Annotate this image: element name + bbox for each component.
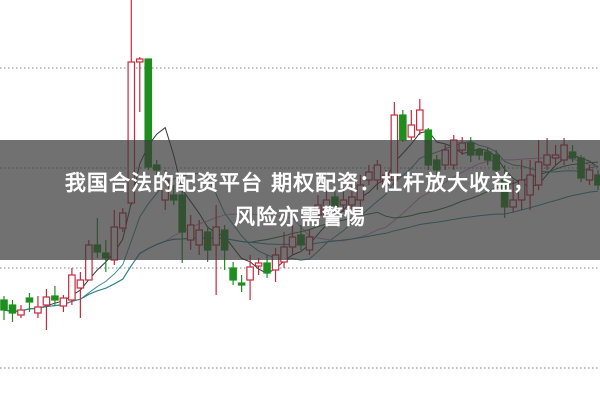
candle-up xyxy=(42,296,51,306)
candle-up xyxy=(68,274,76,301)
candle-up xyxy=(254,262,263,267)
candle-up xyxy=(17,309,25,316)
candle-down xyxy=(25,297,34,303)
title-line-1: 我国合法的配资平台 期权配资：杠杆放大收益， xyxy=(64,171,536,195)
candle-down xyxy=(229,267,237,281)
candle-down xyxy=(0,299,8,311)
candle-up xyxy=(34,306,42,314)
candle-up xyxy=(246,266,254,281)
candle-up xyxy=(76,279,85,289)
candle-down xyxy=(399,114,407,141)
candle-down xyxy=(237,282,246,286)
candle-up xyxy=(135,58,144,63)
candle-down xyxy=(51,295,59,301)
candle-down xyxy=(8,304,17,314)
candle-up xyxy=(416,109,424,131)
title-banner: 我国合法的配资平台 期权配资：杠杆放大收益， 风险亦需警惕 xyxy=(0,140,600,260)
candle-up xyxy=(59,297,68,307)
title-line-2: 风险亦需警惕 xyxy=(234,205,366,229)
candle-down xyxy=(263,262,271,274)
candle-up xyxy=(407,124,416,138)
